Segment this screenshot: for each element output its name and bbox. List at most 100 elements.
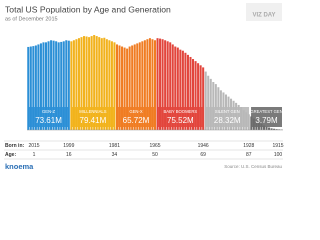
- footer-logo: knoema: [5, 162, 34, 171]
- bar: [174, 46, 177, 130]
- label-bg: [251, 107, 282, 127]
- born-year: 1915: [272, 143, 283, 149]
- age-value: 50: [152, 152, 158, 158]
- bar: [151, 39, 154, 130]
- series-total: 75.52M: [167, 116, 194, 125]
- bar: [268, 127, 271, 130]
- bar: [105, 39, 108, 130]
- bar: [121, 46, 124, 130]
- bar: [90, 36, 93, 130]
- bar: [113, 42, 116, 130]
- bar: [161, 39, 164, 130]
- bar: [34, 45, 37, 131]
- chart-subtitle: as of December 2015: [5, 16, 58, 22]
- bar: [65, 40, 68, 131]
- bar: [57, 42, 60, 130]
- bar: [159, 38, 162, 130]
- bar: [204, 71, 207, 130]
- bar: [126, 48, 129, 130]
- bar: [77, 38, 80, 130]
- series-total: 79.41M: [80, 116, 107, 125]
- born-year: 2015: [28, 143, 39, 149]
- bar: [67, 40, 70, 130]
- age-value: 87: [246, 152, 252, 158]
- bar: [166, 41, 169, 130]
- bar: [128, 46, 131, 130]
- bar: [115, 44, 118, 130]
- badge: VIZ DAY: [252, 13, 275, 19]
- bar: [148, 38, 151, 130]
- bar: [143, 40, 146, 131]
- bar: [85, 36, 88, 130]
- bar: [194, 61, 197, 131]
- bar: [265, 126, 268, 130]
- series-name: GEN-X: [129, 109, 142, 114]
- bar: [179, 49, 182, 130]
- label-bg: [71, 107, 115, 127]
- series-name: GREATEST GEN: [250, 109, 282, 114]
- chart-title: Total US Population by Age and Generatio…: [5, 4, 171, 14]
- bar: [273, 128, 276, 130]
- bar: [156, 38, 159, 130]
- bar: [39, 43, 42, 130]
- bar: [275, 129, 278, 130]
- bar: [83, 36, 86, 130]
- bar: [212, 82, 215, 130]
- bar: [37, 44, 40, 130]
- bar: [103, 37, 106, 130]
- bar: [141, 41, 144, 130]
- series-total: 65.72M: [123, 116, 150, 125]
- born-year: 1928: [243, 143, 254, 149]
- bar: [27, 46, 30, 130]
- label-bg: [116, 107, 156, 127]
- badge-bg: [246, 3, 282, 21]
- bar: [169, 42, 172, 130]
- footer-source: Source: U.S. Census Bureau: [224, 164, 282, 169]
- bar: [209, 78, 212, 130]
- age-value: 100: [274, 152, 283, 158]
- bar: [75, 39, 78, 130]
- bar: [186, 54, 189, 130]
- bar: [189, 56, 192, 130]
- bar: [184, 52, 187, 130]
- bar: [52, 40, 55, 130]
- bar: [133, 44, 136, 130]
- series-name: BABY BOOMERS: [164, 109, 198, 114]
- bar: [181, 50, 184, 131]
- age-label: Age:: [5, 152, 16, 158]
- bar: [70, 41, 73, 130]
- age-value: 34: [112, 152, 118, 158]
- bar: [44, 42, 48, 130]
- series-total: 3.79M: [255, 116, 278, 125]
- bar: [176, 47, 179, 130]
- bar: [72, 40, 75, 131]
- label-bg: [28, 107, 70, 127]
- born-year: 1965: [149, 143, 160, 149]
- born-year: 1999: [63, 143, 74, 149]
- series-name: GEN-Z: [42, 109, 55, 114]
- bar: [42, 42, 45, 130]
- bar: [93, 35, 96, 130]
- bar: [138, 42, 141, 130]
- bar: [60, 41, 63, 130]
- bar: [47, 41, 50, 130]
- series-total: 28.32M: [214, 116, 241, 125]
- bar: [146, 39, 149, 130]
- bar: [197, 63, 200, 130]
- bar: [100, 38, 103, 130]
- bar: [270, 128, 273, 130]
- bar: [207, 75, 210, 130]
- series-total: 73.61M: [35, 116, 62, 125]
- bar: [80, 37, 83, 131]
- bar: [192, 59, 195, 130]
- born-label: Born in:: [5, 143, 24, 149]
- bar: [131, 45, 134, 131]
- bar: [123, 47, 126, 130]
- bar: [32, 46, 35, 130]
- bar: [55, 41, 58, 130]
- label-bg: [205, 107, 250, 127]
- chart: Total US Population by Age and Generatio…: [4, 3, 284, 171]
- born-year: 1981: [109, 143, 120, 149]
- age-value: 1: [33, 152, 36, 158]
- bar: [171, 44, 174, 130]
